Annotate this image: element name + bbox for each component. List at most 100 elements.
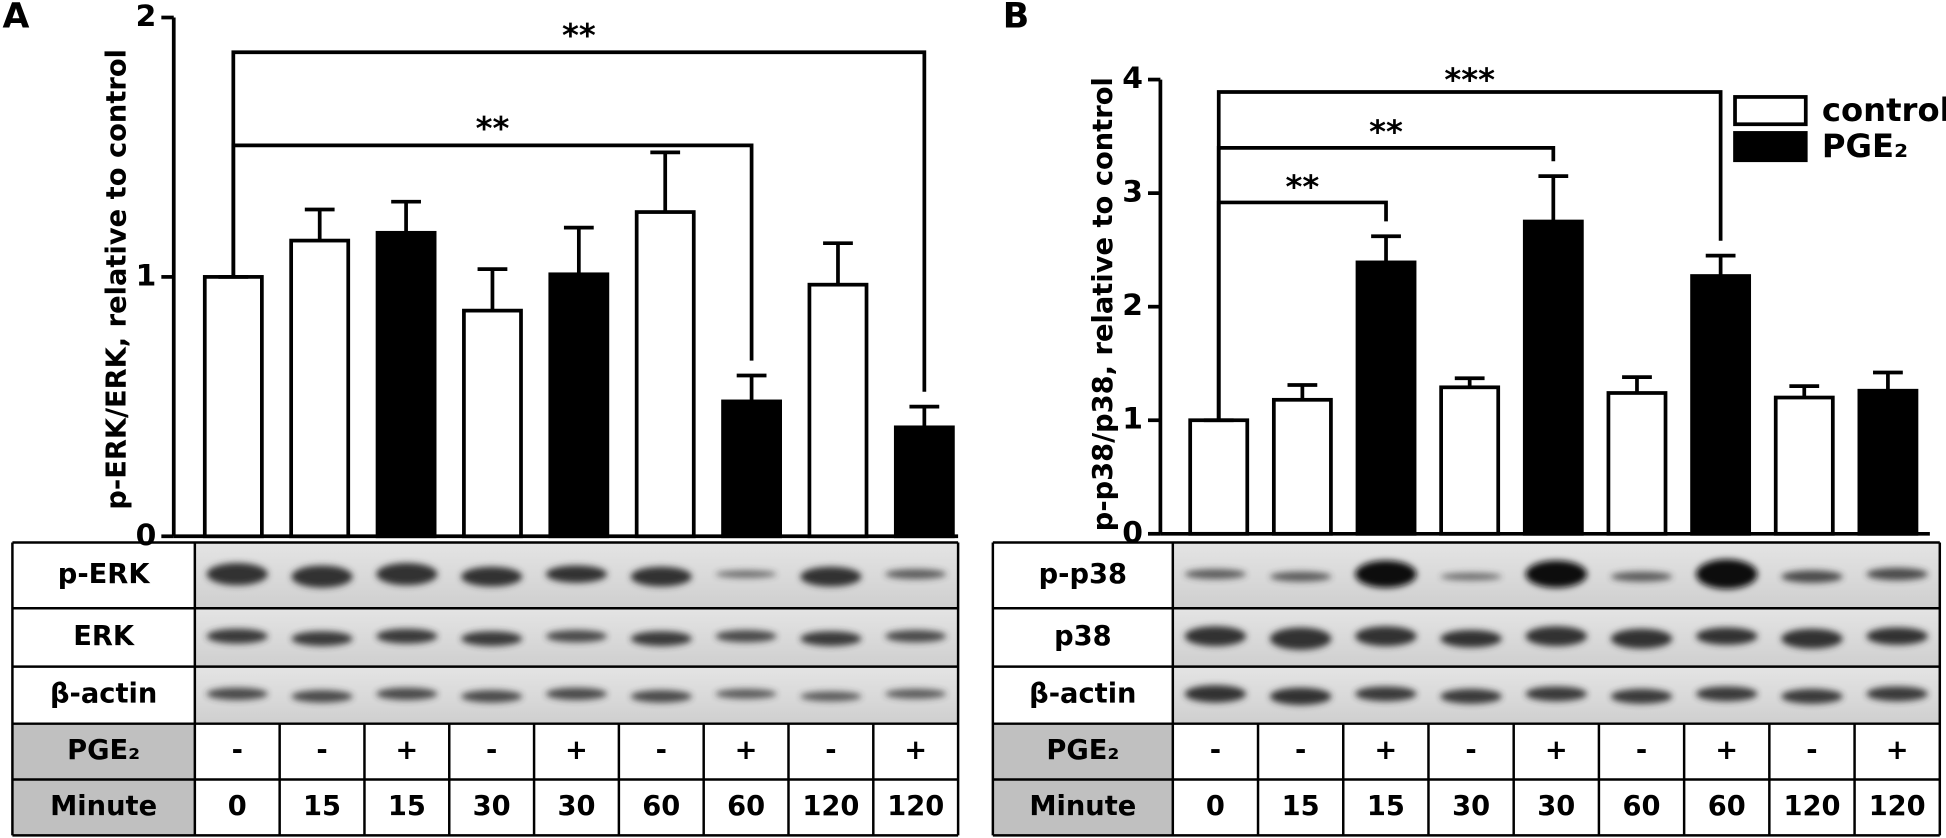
- table-cell: 15: [1282, 791, 1320, 822]
- error-bar: [304, 207, 335, 241]
- blot-label: β-actin: [50, 679, 157, 710]
- blot-band: [1525, 560, 1587, 588]
- table-cell: 60: [727, 791, 765, 822]
- table-cell: 30: [1537, 791, 1575, 822]
- error-bar: [909, 404, 940, 428]
- blot-band: [1440, 572, 1502, 581]
- significance-label: **: [476, 109, 510, 147]
- y-axis-label: p-ERK/ERK, relative to control: [101, 49, 132, 510]
- blot-band: [1781, 688, 1843, 704]
- blot-band: [715, 570, 777, 578]
- blot-band: [1610, 628, 1673, 649]
- error-bar: [1287, 383, 1318, 400]
- y-tick-label: 0: [1122, 515, 1143, 550]
- table-cell: +: [735, 735, 758, 766]
- blot-band: [545, 629, 608, 643]
- error-bar: [650, 150, 681, 213]
- blot-band: [376, 628, 438, 644]
- table-cell: +: [395, 735, 418, 766]
- error-bar: [1538, 174, 1569, 222]
- bar: [462, 308, 523, 539]
- significance-label: **: [1286, 168, 1320, 206]
- significance-label: **: [562, 16, 596, 54]
- table-cell: -: [1636, 735, 1647, 766]
- bar: [721, 399, 782, 539]
- table-cell: -: [1295, 735, 1306, 766]
- row-header: Minute: [50, 791, 157, 822]
- table-cell: 60: [1708, 791, 1746, 822]
- blot-band: [1184, 626, 1247, 647]
- row-header-cell: [12, 779, 195, 836]
- bar: [1439, 385, 1501, 536]
- blot-label: ERK: [73, 621, 135, 652]
- significance-label: ***: [1444, 61, 1495, 99]
- bar: [1188, 418, 1250, 536]
- blot-band: [1525, 626, 1587, 647]
- blot-band: [1610, 571, 1673, 582]
- blot-band: [461, 566, 523, 587]
- blot-band: [1355, 686, 1417, 702]
- y-tick-label: 2: [1122, 288, 1143, 323]
- table-cell: 120: [1869, 791, 1926, 822]
- blot-band: [630, 566, 692, 587]
- blot-band: [1610, 688, 1673, 704]
- blot-band: [291, 690, 353, 703]
- y-tick-label: 2: [136, 0, 157, 34]
- blot-band: [885, 629, 947, 643]
- blot-band: [800, 566, 862, 587]
- y-tick-label: 1: [1122, 402, 1143, 437]
- blot-band: [1440, 629, 1502, 648]
- error-bar: [823, 241, 853, 285]
- table-cell: 60: [642, 791, 680, 822]
- error-bar: [477, 267, 508, 311]
- blot-band: [1866, 567, 1928, 581]
- panel-label: B: [1003, 0, 1030, 37]
- bar: [1690, 274, 1752, 536]
- blot-band: [206, 687, 268, 701]
- legend-label: control: [1822, 91, 1946, 129]
- table-cell: -: [825, 735, 836, 766]
- error-bar: [391, 199, 421, 233]
- blot-band: [1355, 560, 1417, 588]
- blot-band: [1781, 628, 1843, 649]
- blot-band: [291, 631, 353, 647]
- blot-band: [885, 569, 947, 580]
- table-cell: 30: [557, 791, 595, 822]
- blot-band: [206, 628, 268, 644]
- blot-label: p38: [1054, 621, 1112, 652]
- panel-label: A: [2, 0, 29, 37]
- blot-band: [630, 631, 692, 647]
- error-bar: [1454, 376, 1485, 388]
- bar: [548, 272, 610, 539]
- table-cell: 30: [473, 791, 511, 822]
- error-bar: [736, 373, 767, 402]
- blot-band: [1866, 686, 1928, 702]
- table-cell: 15: [303, 791, 341, 822]
- blot-band: [545, 565, 608, 583]
- legend-swatch: [1733, 131, 1808, 163]
- blot-band: [1269, 571, 1332, 582]
- error-bar: [1371, 234, 1401, 263]
- table-cell: -: [1210, 735, 1221, 766]
- blot-band: [1866, 627, 1928, 645]
- bar: [634, 210, 696, 539]
- bar: [807, 282, 869, 539]
- row-header-cell: [992, 723, 1173, 780]
- blot-band: [461, 690, 523, 703]
- blot-band: [1525, 686, 1587, 702]
- significance-label: **: [1369, 113, 1403, 151]
- blot-band: [630, 690, 692, 703]
- y-axis-label: p-p38/p38, relative to control: [1088, 77, 1119, 531]
- blot-band: [545, 687, 608, 701]
- legend-swatch: [1733, 95, 1808, 127]
- blot-band: [1184, 685, 1247, 703]
- table-cell: -: [1806, 735, 1817, 766]
- blot-band: [1269, 627, 1332, 650]
- bar: [375, 230, 437, 539]
- bar: [1857, 388, 1919, 536]
- table-cell: -: [486, 735, 497, 766]
- bar: [1271, 397, 1333, 536]
- table-cell: 120: [802, 791, 859, 822]
- bar: [1606, 391, 1668, 536]
